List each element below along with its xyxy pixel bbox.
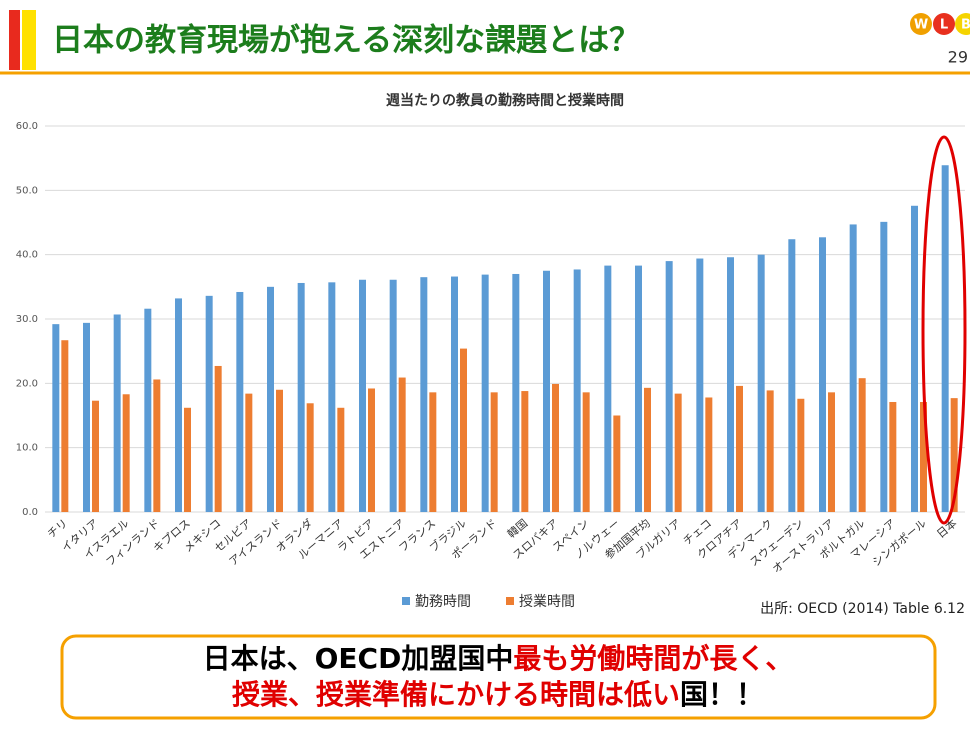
y-tick-label: 60.0 xyxy=(16,121,38,132)
bar xyxy=(696,258,704,512)
logo: W L B xyxy=(910,13,970,35)
logo-letter: L xyxy=(940,18,948,33)
accent-yellow xyxy=(22,10,36,70)
y-tick-label: 20.0 xyxy=(16,378,38,389)
bar xyxy=(267,286,274,512)
highlight-ellipse xyxy=(921,135,967,525)
accent-red xyxy=(9,10,20,70)
bar xyxy=(328,282,336,512)
bar xyxy=(460,348,467,512)
bar xyxy=(552,383,559,512)
bar xyxy=(429,392,437,512)
bar xyxy=(521,391,529,512)
bar xyxy=(858,378,866,512)
bar xyxy=(604,265,612,512)
legend-swatch xyxy=(402,597,410,605)
bar xyxy=(153,379,161,512)
plot: 0.010.020.030.040.050.060.0チリイタリアイスラエルフィ… xyxy=(16,121,965,610)
logo-letter: W xyxy=(914,18,928,33)
bar xyxy=(368,388,375,512)
bar xyxy=(849,224,857,512)
bar xyxy=(297,282,305,512)
bar xyxy=(144,308,152,512)
bar xyxy=(52,324,60,512)
bar xyxy=(665,261,673,512)
bar xyxy=(420,277,428,512)
legend-label: 授業時間 xyxy=(519,594,575,610)
message-segment: 授業、授業準備にかける時間は低い xyxy=(232,678,680,711)
bar xyxy=(674,393,682,512)
bar xyxy=(889,401,897,512)
bar xyxy=(757,254,765,512)
y-tick-label: 40.0 xyxy=(16,250,38,261)
bar xyxy=(398,377,406,512)
bar xyxy=(512,273,520,512)
message-line: 日本は、OECD加盟国中最も労働時間が長く、 xyxy=(203,642,794,675)
bar xyxy=(337,407,345,512)
bar xyxy=(788,239,796,512)
bar xyxy=(727,257,734,512)
bar xyxy=(92,400,99,512)
legend-label: 勤務時間 xyxy=(415,594,471,610)
bar xyxy=(828,392,835,512)
message-segment: 国！！ xyxy=(680,678,764,711)
slide-title: 日本の教育現場が抱える深刻な課題とは？ xyxy=(52,23,640,59)
bar xyxy=(766,390,774,512)
bar xyxy=(911,205,918,513)
y-tick-label: 50.0 xyxy=(16,185,38,196)
bar xyxy=(205,295,213,512)
bar xyxy=(236,291,244,512)
message-box xyxy=(60,634,937,720)
bar xyxy=(359,279,366,512)
bar xyxy=(613,415,621,512)
x-tick-label: チリ xyxy=(45,517,70,541)
y-tick-label: 30.0 xyxy=(16,314,38,325)
message-line: 授業、授業準備にかける時間は低い国！！ xyxy=(232,678,764,711)
bar xyxy=(214,365,222,512)
y-tick-label: 0.0 xyxy=(22,507,38,518)
bar xyxy=(276,389,283,512)
bar xyxy=(736,385,743,512)
bar xyxy=(543,270,550,512)
bar xyxy=(389,279,397,512)
bar xyxy=(122,394,130,512)
bar xyxy=(451,276,458,512)
bar xyxy=(245,393,253,512)
bar xyxy=(797,398,805,512)
bar xyxy=(175,298,182,512)
bar xyxy=(83,322,90,512)
bar xyxy=(184,407,191,512)
logo-letter: B xyxy=(961,18,970,33)
message-segment: 最も労働時間が長く、 xyxy=(513,642,793,675)
bar xyxy=(705,397,713,512)
legend-swatch xyxy=(506,597,514,605)
bar xyxy=(113,314,121,512)
x-tick-label: 韓国 xyxy=(505,517,530,541)
bar xyxy=(490,392,498,512)
bar xyxy=(920,401,927,512)
bar xyxy=(306,403,314,512)
bar xyxy=(582,392,590,512)
chart-title: 週当たりの教員の勤務時間と授業時間 xyxy=(386,92,624,109)
bar xyxy=(880,221,888,512)
y-tick-label: 10.0 xyxy=(16,443,38,454)
bar xyxy=(644,387,651,512)
bar xyxy=(61,340,69,512)
bar xyxy=(573,269,581,512)
bar xyxy=(481,274,489,512)
bar xyxy=(950,398,958,512)
bar xyxy=(635,265,642,512)
bar xyxy=(941,165,949,512)
page-number: 29 xyxy=(948,48,968,67)
source: 出所: OECD (2014) Table 6.12 xyxy=(760,601,965,617)
message-segment: 日本は、OECD加盟国中 xyxy=(203,642,514,675)
bar xyxy=(819,237,826,512)
